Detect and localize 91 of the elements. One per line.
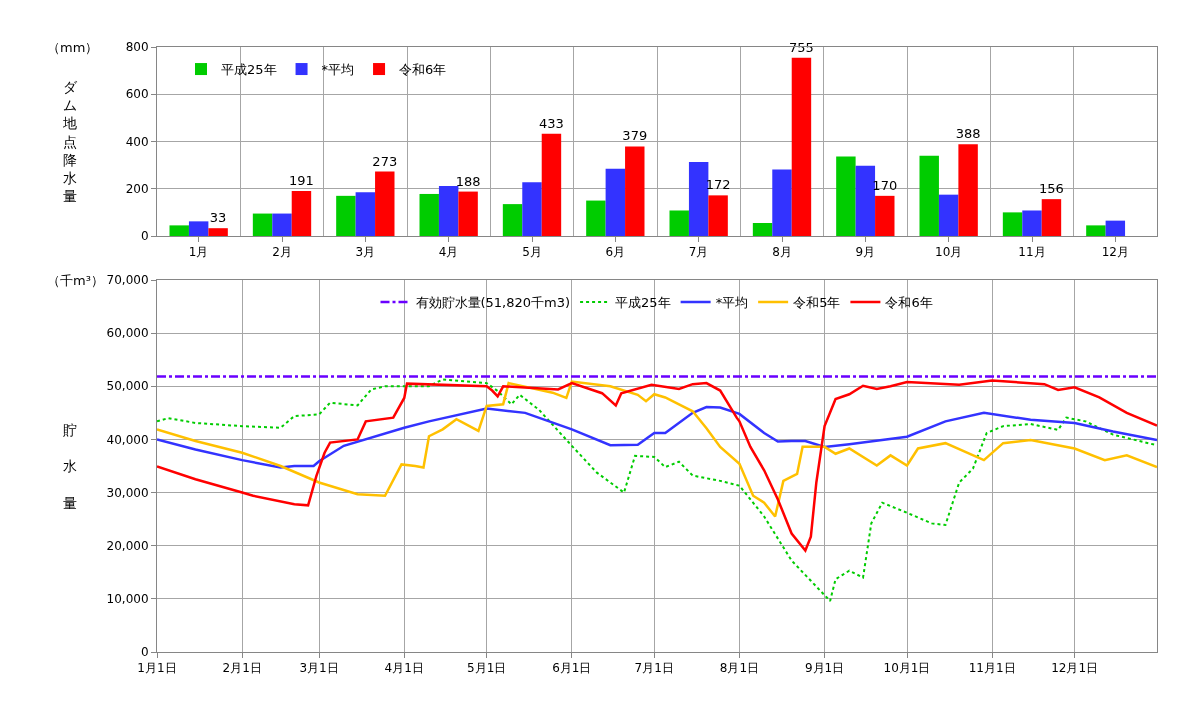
x-tick-label: 7月1日	[634, 661, 674, 676]
data-label: 379	[622, 128, 648, 144]
x-tick-label: 8月1日	[719, 661, 760, 676]
x-tick-label: 4月1日	[384, 661, 424, 676]
y-tick-label: 20,000	[106, 538, 149, 553]
x-tick-label: 3月1日	[299, 661, 339, 676]
data-label: 388	[955, 126, 981, 142]
bar	[336, 195, 356, 236]
bar	[419, 193, 439, 236]
x-tick-label: 10月	[935, 245, 963, 260]
y-tick-label: 0	[140, 645, 149, 660]
bar	[605, 168, 626, 236]
bar	[875, 195, 895, 236]
y-tick-label: 50,000	[106, 379, 149, 394]
text: （mm）	[47, 40, 99, 55]
bar	[669, 210, 689, 236]
bar	[1086, 225, 1106, 236]
x-tick-label: 6月	[605, 245, 626, 260]
bar	[438, 185, 459, 236]
x-tick-label: 2月	[272, 245, 292, 260]
data-label: 433	[539, 115, 564, 131]
legend-label: 平成25年	[221, 62, 277, 78]
y-tick-label: 200	[125, 181, 149, 196]
legend-label: 有効貯水量(51,820千m3)	[415, 295, 571, 311]
legend-label: *平均	[715, 295, 749, 311]
bar	[752, 223, 773, 236]
x-tick-label: 4月	[438, 245, 459, 260]
bar	[625, 146, 645, 236]
data-label: 273	[372, 153, 398, 169]
data-label: 188	[455, 173, 481, 189]
x-tick-label: 11月1日	[968, 661, 1016, 676]
bar	[252, 213, 273, 236]
y-tick-label: 0	[140, 229, 149, 244]
bar	[1105, 220, 1126, 236]
x-tick-label: 12月1日	[1051, 661, 1099, 676]
x-tick-label: 9月1日	[804, 661, 845, 676]
y-tick-label: 400	[125, 134, 149, 149]
bar	[958, 144, 978, 236]
legend-label: 令和6年	[399, 62, 447, 78]
x-tick-label: 10月1日	[883, 661, 931, 676]
y-tick-label: 30,000	[106, 485, 149, 500]
bar	[708, 195, 728, 236]
x-tick-label: 6月1日	[552, 661, 592, 676]
x-tick-label: 8月	[772, 245, 792, 260]
x-tick-label: 5月1日	[467, 661, 507, 676]
bar	[1041, 199, 1062, 236]
y-tick-label: 10,000	[106, 592, 149, 607]
x-tick-label: 1月1日	[137, 661, 177, 676]
y-tick-label: 60,000	[106, 326, 149, 341]
data-label: 156	[1039, 181, 1064, 197]
x-tick-label: 11月	[1018, 245, 1046, 260]
x-tick-label: 7月	[688, 245, 709, 260]
bar	[355, 192, 376, 236]
y-axis-title: ダム地点降水量	[62, 79, 78, 205]
legend-label: *平均	[321, 62, 355, 78]
y-tick-label: 40,000	[106, 432, 149, 447]
x-tick-label: 12月	[1101, 245, 1129, 260]
text: （千m³）	[47, 273, 104, 288]
bar	[586, 200, 606, 236]
bar	[541, 133, 562, 236]
legend-label: 令和5年	[793, 295, 841, 311]
bar	[208, 228, 228, 236]
data-label: 33	[209, 210, 227, 226]
bar	[375, 171, 395, 236]
bar	[502, 204, 523, 236]
y-tick-label: 600	[125, 87, 149, 102]
bar	[188, 221, 209, 236]
legend-label: 令和6年	[885, 295, 933, 311]
bar	[938, 194, 959, 236]
bar	[458, 191, 478, 236]
bar	[291, 190, 312, 236]
bar	[791, 57, 812, 236]
bar	[1002, 212, 1023, 236]
legend-label: 平成25年	[615, 295, 671, 311]
x-tick-label: 9月	[855, 245, 876, 260]
bar	[688, 162, 709, 236]
data-label: 191	[289, 172, 314, 188]
bar	[772, 169, 792, 236]
y-tick-label: 70,000	[106, 273, 149, 288]
bar	[919, 155, 939, 236]
x-tick-label: 2月1日	[222, 661, 262, 676]
bar	[272, 213, 292, 236]
text: 貯水量	[63, 422, 77, 511]
bar	[169, 225, 189, 236]
bar	[1022, 210, 1042, 236]
x-tick-label: 5月	[522, 245, 542, 260]
x-tick-label: 1月	[188, 245, 209, 260]
y-tick-label: 800	[125, 40, 149, 55]
x-tick-label: 3月	[355, 245, 376, 260]
bar	[522, 182, 542, 236]
bar	[836, 156, 856, 236]
